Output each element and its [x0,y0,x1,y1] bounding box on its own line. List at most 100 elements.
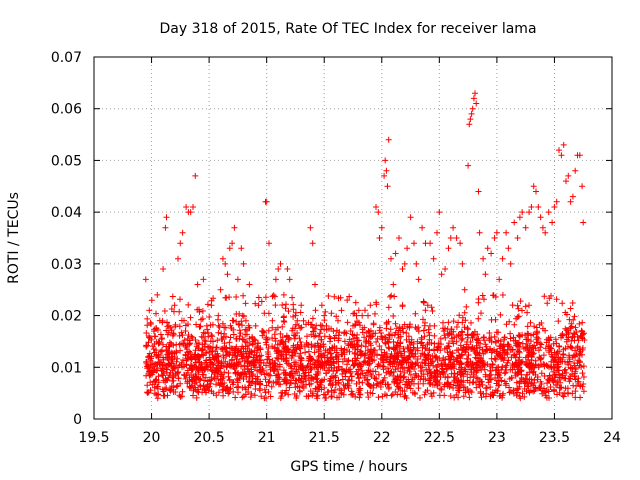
data-point [373,204,379,210]
data-point [527,319,534,326]
data-point [221,380,228,386]
data-point [525,363,532,370]
data-point [263,341,270,348]
data-point [528,376,535,383]
data-point [534,374,541,380]
data-point [266,378,273,385]
data-point [468,389,475,396]
data-point [191,353,197,360]
data-point [382,157,389,164]
data-point [388,292,395,299]
data-point [160,377,167,384]
data-point [343,367,350,374]
data-point [241,362,248,369]
data-point [230,388,237,395]
data-point [170,330,177,337]
data-point [352,299,359,306]
data-point [572,324,579,331]
data-point [215,367,221,374]
data-point [174,355,181,362]
data-point [430,255,437,262]
data-point [388,392,395,399]
data-point [562,385,569,392]
data-point [290,306,297,313]
x-tick-label: 22 [373,430,391,446]
data-point [312,332,319,339]
data-point [233,311,240,317]
data-point [269,317,276,324]
data-point [357,322,363,329]
data-point [532,357,539,364]
data-point [579,319,586,326]
data-point [285,361,292,368]
data-point [233,369,239,376]
data-point [465,162,472,169]
data-point [552,374,558,380]
data-point [390,338,397,345]
data-point [296,345,303,352]
data-point [319,363,325,370]
data-point [284,266,291,272]
data-point [503,380,510,387]
data-point [249,338,256,345]
data-point [265,327,272,334]
data-point [277,330,284,337]
data-point [419,224,426,231]
data-point [348,373,355,380]
data-point [522,303,529,310]
data-point [268,383,275,390]
data-point [526,389,533,396]
data-point [258,393,265,400]
data-point [348,342,355,349]
data-point [252,359,259,366]
x-tick-label: 21.5 [309,430,340,446]
data-point [274,366,281,373]
data-point [160,392,167,399]
data-point [168,359,175,366]
data-point [426,332,433,339]
data-point [335,317,341,324]
data-point [571,330,577,337]
data-point [477,344,483,351]
data-point [366,328,373,335]
data-point [393,325,400,332]
data-point [208,332,215,339]
data-point [555,378,561,385]
data-point [460,344,467,351]
data-point [219,255,226,262]
data-point [206,343,213,350]
data-point [260,328,267,335]
chart-title: Day 318 of 2015, Rate Of TEC Index for r… [159,21,536,37]
data-point [255,302,262,309]
data-point [394,339,401,346]
data-point [289,294,296,301]
data-point [569,365,576,372]
data-point [339,376,346,383]
data-point [427,369,434,376]
data-point [165,343,172,350]
data-point [344,380,351,387]
data-point [204,301,211,308]
data-point [305,363,312,370]
data-point [203,357,210,364]
data-point [368,383,375,390]
data-point [233,318,240,325]
data-point [245,368,252,375]
data-point [463,303,470,310]
data-point [453,391,460,398]
data-point [186,340,193,347]
data-point [543,362,550,369]
data-point [341,338,348,345]
data-point [194,365,201,372]
x-axis-label: GPS time / hours [290,459,407,475]
data-point [332,353,339,360]
data-point [495,351,502,358]
data-point [211,369,218,376]
data-point [431,352,438,359]
data-point [263,362,269,369]
data-point [560,346,567,353]
data-point [169,350,176,357]
data-point [385,304,392,311]
data-point [515,305,522,312]
data-point [473,384,480,391]
